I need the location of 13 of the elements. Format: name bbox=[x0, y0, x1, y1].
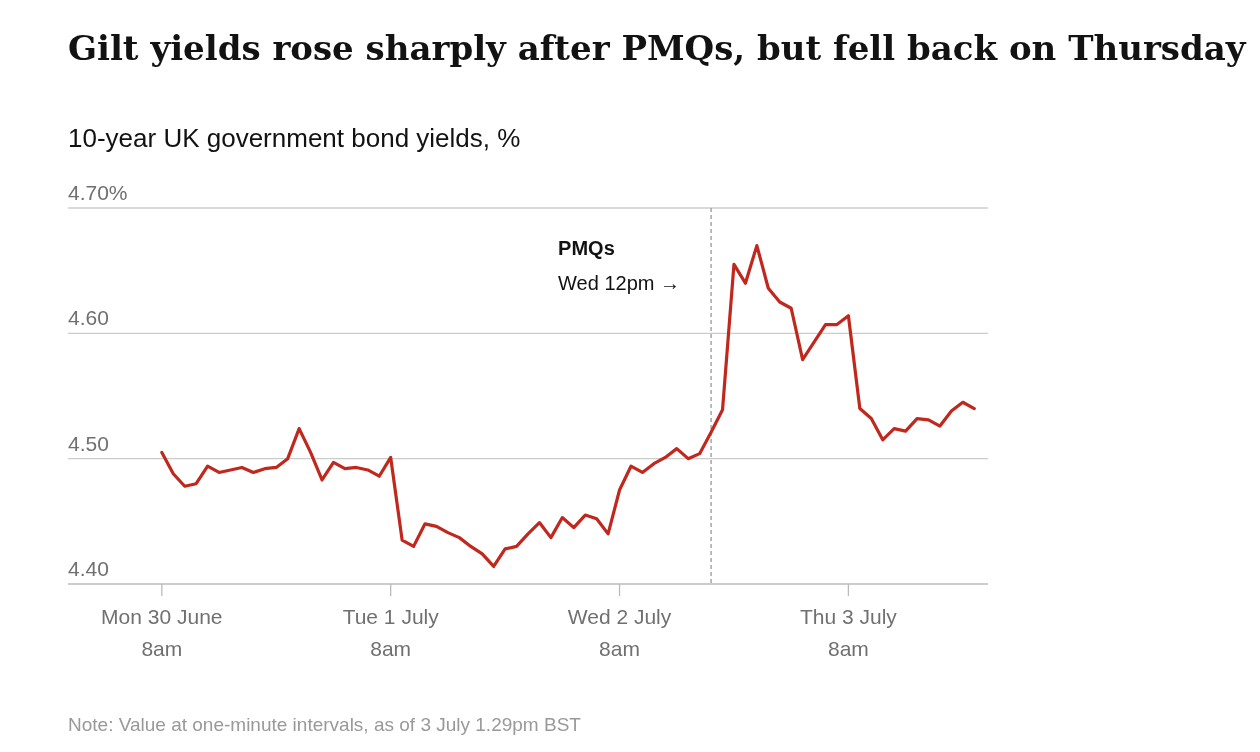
annotation: PMQs bbox=[558, 237, 615, 259]
x-tick-label: Tue 1 July 8am bbox=[342, 605, 440, 660]
chart-title: Gilt yields rose sharply after PMQs, but fell back on Thursday bbox=[68, 28, 1247, 68]
annotation: Wed 12pm → bbox=[558, 272, 680, 294]
y-tick-label: 4.70% bbox=[68, 181, 128, 204]
chart-subtitle: 10-year UK government bond yields, % bbox=[68, 123, 521, 153]
y-tick-label: 4.40 bbox=[68, 557, 109, 580]
y-tick-label: 4.60 bbox=[68, 306, 109, 330]
x-tick-label: Mon 30 June 8am bbox=[101, 605, 223, 660]
y-tick-label: 4.50 bbox=[68, 431, 109, 455]
x-tick-label: Thu 3 July 8am bbox=[799, 605, 898, 660]
x-tick-label: Wed 2 July 8am bbox=[567, 605, 672, 660]
text: Note: Value at one-minute intervals, as of 3 July 1.29pm BST bbox=[68, 714, 582, 735]
